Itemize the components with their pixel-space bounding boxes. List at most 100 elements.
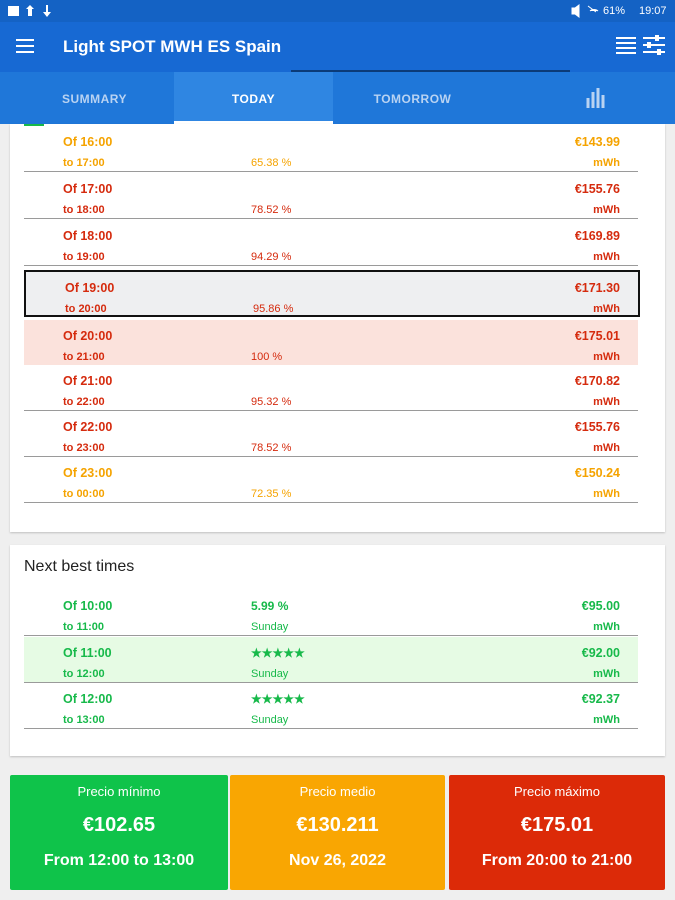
unit: mWh <box>593 204 620 216</box>
day: Sunday <box>251 621 289 633</box>
from-time: Of 16:00 <box>63 135 113 149</box>
tab[interactable]: SUMMARY <box>61 92 128 106</box>
summary-value: €175.01 <box>520 814 594 836</box>
price: €175.01 <box>574 329 620 343</box>
app-title: Light SPOT MWH ES Spain <box>63 37 282 56</box>
tab-bar: SUMMARY TODAY TOMORROW <box>0 72 675 124</box>
to-time: to 23:00 <box>63 442 105 454</box>
prev-row-bar <box>24 124 44 126</box>
unit: mWh <box>593 396 620 408</box>
best-times-card: Next best times Of 10:00 to 11:00 5.99 % Su… <box>10 545 665 756</box>
from-time: Of 18:00 <box>63 229 113 243</box>
from-time: Of 20:00 <box>63 329 113 343</box>
percent: 78.52 % <box>251 204 292 216</box>
hour-row[interactable]: Of 16:00 to 17:00 65.38 % €143.99 mWh <box>24 126 638 172</box>
percent: 95.32 % <box>251 396 292 408</box>
percent: 95.86 % <box>253 303 294 315</box>
status-bar: 61% 19:07 <box>0 0 675 22</box>
unit: mWh <box>593 621 620 633</box>
to-time: to 17:00 <box>63 157 105 169</box>
hour-row[interactable]: Of 22:00 to 23:00 78.52 % €155.76 mWh <box>24 411 638 457</box>
summary-value: €102.65 <box>82 814 156 836</box>
rating: 5.99 % <box>251 599 289 613</box>
unit: mWh <box>593 251 620 263</box>
to-time: to 18:00 <box>63 204 105 216</box>
tab[interactable]: TODAY <box>174 72 333 124</box>
summary-card: Precio mínimo €102.65 From 12:00 to 13:00 <box>10 775 228 890</box>
best-title: Next best times <box>24 558 135 575</box>
price: €95.00 <box>581 599 620 613</box>
price: €171.30 <box>574 281 620 295</box>
from-time: Of 21:00 <box>63 374 113 388</box>
summary-detail: Nov 26, 2022 <box>289 852 386 869</box>
to-time: to 00:00 <box>63 488 105 500</box>
to-time: to 11:00 <box>63 621 104 633</box>
chart-tab[interactable] <box>586 86 608 110</box>
summary-detail: From 20:00 to 21:00 <box>481 852 633 869</box>
percent: 100 % <box>251 351 283 363</box>
from-time: Of 10:00 <box>63 599 113 613</box>
day: Sunday <box>251 667 289 680</box>
price: €143.99 <box>574 135 620 149</box>
battery-text: 61% <box>603 5 626 17</box>
to-time: to 20:00 <box>65 303 107 315</box>
percent: 65.38 % <box>251 157 292 169</box>
from-time: Of 22:00 <box>63 420 113 434</box>
summary-card: Precio máximo €175.01 From 20:00 to 21:00 <box>449 775 665 890</box>
to-time: to 21:00 <box>63 351 105 363</box>
summary-label: Precio mínimo <box>77 784 161 799</box>
list-button[interactable] <box>616 35 636 55</box>
clock: 19:07 <box>639 5 667 17</box>
from-time: Of 12:00 <box>63 692 113 706</box>
price: €169.89 <box>574 229 620 243</box>
filter-button[interactable] <box>643 35 665 55</box>
hour-row[interactable]: Of 23:00 to 00:00 72.35 % €150.24 mWh <box>24 457 638 503</box>
summary-detail: From 12:00 to 13:00 <box>43 852 195 869</box>
rating: ★★★★★ <box>251 645 305 660</box>
unit: mWh <box>593 157 620 169</box>
price: €170.82 <box>574 374 620 388</box>
best-row[interactable]: Of 12:00 to 13:00 ★★★★★ Sunday €92.37 mWh <box>24 683 638 729</box>
summary-label: Precio máximo <box>514 784 600 799</box>
price: €92.00 <box>581 645 620 660</box>
tab-indicator <box>291 70 570 73</box>
hours-card: Of 16:00 to 17:00 65.38 % €143.99 mWh Of 17:0… <box>10 124 665 532</box>
menu-button[interactable] <box>16 39 34 53</box>
unit: mWh <box>593 667 620 680</box>
from-time: Of 19:00 <box>65 281 115 295</box>
unit: mWh <box>593 442 620 454</box>
best-row[interactable]: Of 11:00 to 12:00 ★★★★★ Sunday €92.00 mWh <box>24 636 638 683</box>
day: Sunday <box>251 714 289 726</box>
tab[interactable]: TOMORROW <box>373 92 452 106</box>
hour-row[interactable]: Of 17:00 to 18:00 78.52 % €155.76 mWh <box>24 173 638 219</box>
unit: mWh <box>593 303 620 315</box>
rating: ★★★★★ <box>251 692 305 706</box>
hour-row[interactable]: Of 18:00 to 19:00 94.29 % €169.89 mWh <box>24 220 638 266</box>
percent: 72.35 % <box>251 488 292 500</box>
status-icons <box>8 5 51 17</box>
hour-row[interactable]: Of 21:00 to 22:00 95.32 % €170.82 mWh <box>24 365 638 411</box>
unit: mWh <box>593 488 620 500</box>
to-time: to 19:00 <box>63 251 105 263</box>
unit: mWh <box>593 714 620 726</box>
hour-row[interactable]: Of 20:00 to 21:00 100 % €175.01 mWh <box>24 320 638 366</box>
percent: 78.52 % <box>251 442 292 454</box>
from-time: Of 23:00 <box>63 466 113 480</box>
to-time: to 12:00 <box>63 667 105 680</box>
unit: mWh <box>593 351 620 363</box>
price: €155.76 <box>574 420 620 434</box>
app-bar: Light SPOT MWH ES Spain <box>0 22 675 73</box>
best-row[interactable]: Of 10:00 to 11:00 5.99 % Sunday €95.00 mWh <box>24 590 638 636</box>
price: €150.24 <box>574 466 620 480</box>
percent: 94.29 % <box>251 251 292 263</box>
summary-label: Precio medio <box>299 784 376 799</box>
from-time: Of 11:00 <box>63 645 112 660</box>
summary-value: €130.211 <box>296 814 379 836</box>
hour-row[interactable]: Of 19:00 to 20:00 95.86 % €171.30 mWh <box>24 270 640 317</box>
to-time: to 22:00 <box>63 396 105 408</box>
to-time: to 13:00 <box>63 714 105 726</box>
summary-card: Precio medio €130.211 Nov 26, 2022 <box>230 775 445 890</box>
price: €92.37 <box>581 692 620 706</box>
price: €155.76 <box>574 182 620 196</box>
